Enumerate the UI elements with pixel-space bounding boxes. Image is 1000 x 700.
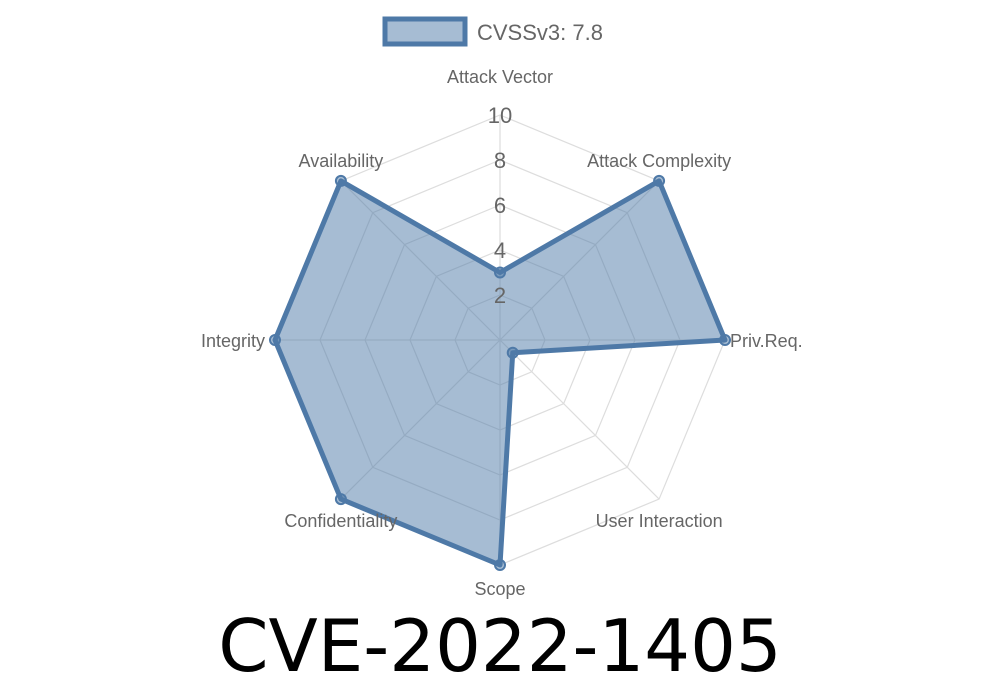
data-point[interactable]	[494, 559, 506, 571]
tick-label: 4	[494, 238, 506, 263]
axis-label: Scope	[474, 579, 525, 599]
grid-spoke	[499, 339, 660, 500]
axis-label: Integrity	[201, 331, 265, 351]
data-point[interactable]	[269, 334, 281, 346]
axis-label: Priv.Req.	[730, 331, 803, 351]
data-point[interactable]	[334, 493, 347, 506]
series-layer	[269, 174, 731, 571]
data-point[interactable]	[494, 266, 506, 279]
tick-label: 8	[494, 148, 506, 173]
chart-title: CVE-2022-1405	[218, 604, 782, 688]
axis-label: Attack Complexity	[587, 151, 731, 171]
tick-label: 10	[488, 103, 512, 128]
legend-swatch	[382, 16, 468, 47]
axis-label: User Interaction	[596, 511, 723, 531]
data-point[interactable]	[506, 346, 519, 359]
legend[interactable]: CVSSv3: 7.8	[382, 16, 603, 47]
legend-label: CVSSv3: 7.8	[477, 20, 603, 45]
axis-label: Confidentiality	[284, 511, 397, 531]
tick-label: 2	[494, 283, 506, 308]
axis-labels: Attack Vector Attack Complexity Priv.Req. U…	[201, 67, 803, 599]
tick-label: 6	[494, 193, 506, 218]
axis-label: Attack Vector	[447, 67, 553, 87]
data-point[interactable]	[719, 334, 731, 346]
data-point[interactable]	[653, 174, 666, 187]
axis-label: Availability	[299, 151, 384, 171]
tick-labels: 2 4 6 8 10	[488, 103, 512, 308]
data-point[interactable]	[334, 174, 347, 187]
